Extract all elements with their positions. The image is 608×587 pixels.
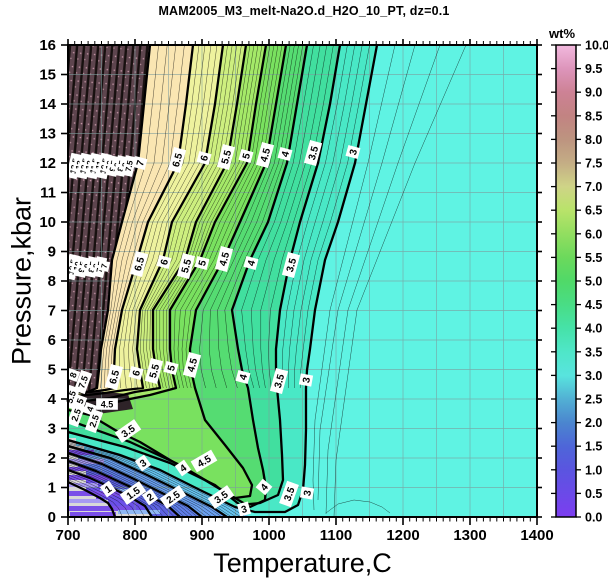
svg-text:3: 3 <box>138 458 149 470</box>
svg-text:1300: 1300 <box>453 527 486 544</box>
svg-text:16: 16 <box>39 37 56 54</box>
svg-text:10.0: 10.0 <box>585 39 608 53</box>
svg-text:15: 15 <box>39 67 56 84</box>
svg-text:6: 6 <box>199 154 211 163</box>
svg-text:5: 5 <box>75 397 86 405</box>
x-axis-label: Temperature,C <box>213 548 392 578</box>
svg-text:6.5: 6.5 <box>171 152 185 169</box>
svg-text:2: 2 <box>48 450 56 467</box>
svg-text:6.0: 6.0 <box>585 227 602 241</box>
svg-text:5: 5 <box>241 152 253 161</box>
svg-text:13: 13 <box>39 126 56 143</box>
svg-text:4.0: 4.0 <box>585 322 602 336</box>
svg-text:0: 0 <box>48 509 56 526</box>
svg-text:1.5: 1.5 <box>585 440 602 454</box>
svg-text:5: 5 <box>48 362 56 379</box>
svg-text:1400: 1400 <box>520 527 553 544</box>
plot-area <box>68 45 537 517</box>
svg-text:0.5: 0.5 <box>585 487 602 501</box>
svg-text:3: 3 <box>240 504 249 516</box>
svg-text:6: 6 <box>131 369 143 378</box>
svg-text:1: 1 <box>103 484 114 496</box>
svg-text:5.5: 5.5 <box>148 363 162 380</box>
svg-text:14: 14 <box>39 96 56 113</box>
svg-text:8: 8 <box>68 371 79 379</box>
svg-text:800: 800 <box>122 527 147 544</box>
svg-text:3.5: 3.5 <box>282 486 297 503</box>
svg-text:7.5: 7.5 <box>124 159 135 172</box>
svg-text:8.5: 8.5 <box>585 109 602 123</box>
svg-text:5.0: 5.0 <box>585 275 602 289</box>
svg-text:4: 4 <box>259 482 271 494</box>
tick-labels: 700 800 900 1000 1100 1200 1300 140001234567891… <box>39 37 553 544</box>
colorbar: 0.0 0.5 1.0 1.5 2.0 2.5 3.0 3.5 4.0 4.5 5.0 5.5 6.0 6… <box>551 39 608 525</box>
svg-text:4: 4 <box>280 150 292 159</box>
colorbar-label: wt% <box>549 26 575 41</box>
svg-text:12: 12 <box>39 155 56 172</box>
svg-text:7: 7 <box>100 262 110 269</box>
svg-text:7.5: 7.5 <box>76 374 90 389</box>
svg-text:3.5: 3.5 <box>307 145 321 162</box>
svg-text:4: 4 <box>178 463 189 475</box>
chart-title: MAM2005_M3_melt-Na2O.d_H2O_10_PT, dz=0.1 <box>158 4 450 18</box>
svg-text:3.5: 3.5 <box>285 257 299 274</box>
svg-text:4.5: 4.5 <box>585 298 602 312</box>
svg-text:6: 6 <box>159 258 171 267</box>
svg-text:3: 3 <box>302 489 314 497</box>
svg-text:1000: 1000 <box>252 527 285 544</box>
svg-text:4.5: 4.5 <box>218 251 232 268</box>
svg-text:8: 8 <box>48 273 56 290</box>
svg-text:1.0: 1.0 <box>585 463 602 477</box>
svg-text:9: 9 <box>48 244 56 261</box>
svg-text:8.0: 8.0 <box>585 133 602 147</box>
svg-text:6.5: 6.5 <box>133 256 147 273</box>
svg-text:3: 3 <box>348 148 360 157</box>
svg-text:2.5: 2.5 <box>69 407 83 422</box>
svg-text:2.5: 2.5 <box>585 393 602 407</box>
svg-text:7.5: 7.5 <box>585 157 602 171</box>
svg-text:3: 3 <box>48 421 56 438</box>
svg-text:5.5: 5.5 <box>220 149 234 166</box>
svg-text:5.5: 5.5 <box>180 258 194 275</box>
svg-text:4.5: 4.5 <box>101 399 114 409</box>
svg-text:6.5: 6.5 <box>108 369 122 386</box>
svg-text:4.5: 4.5 <box>186 357 200 374</box>
svg-text:4: 4 <box>85 405 96 413</box>
svg-text:5.5: 5.5 <box>585 251 602 265</box>
svg-text:10: 10 <box>39 214 56 231</box>
svg-text:1100: 1100 <box>320 527 353 544</box>
svg-text:7: 7 <box>135 159 147 168</box>
svg-text:0.0: 0.0 <box>585 511 602 525</box>
svg-text:3.0: 3.0 <box>585 369 602 383</box>
svg-text:5: 5 <box>166 364 178 373</box>
svg-text:7: 7 <box>48 303 56 320</box>
axis-ticks <box>61 39 542 525</box>
svg-text:4: 4 <box>238 373 250 382</box>
svg-text:1200: 1200 <box>386 527 419 544</box>
svg-text:5: 5 <box>197 259 209 268</box>
svg-text:6: 6 <box>48 332 56 349</box>
svg-text:3.5: 3.5 <box>273 373 287 390</box>
svg-text:3.5: 3.5 <box>585 345 602 359</box>
svg-text:7.0: 7.0 <box>585 180 602 194</box>
svg-text:3: 3 <box>301 376 313 384</box>
svg-text:4: 4 <box>246 259 258 268</box>
svg-text:2: 2 <box>145 492 156 504</box>
svg-text:6.5: 6.5 <box>585 204 602 218</box>
svg-text:4.5: 4.5 <box>259 147 273 164</box>
svg-text:9.5: 9.5 <box>585 62 602 76</box>
contour-labels: 76.565.554.543.5313.51312.51211.51110.51… <box>61 139 361 517</box>
svg-text:4: 4 <box>48 391 57 408</box>
svg-text:2.0: 2.0 <box>585 416 602 430</box>
svg-text:9.0: 9.0 <box>585 86 602 100</box>
svg-text:1: 1 <box>48 480 56 497</box>
svg-text:2.5: 2.5 <box>87 413 101 428</box>
svg-text:900: 900 <box>189 527 214 544</box>
svg-text:700: 700 <box>55 527 80 544</box>
svg-text:11: 11 <box>40 185 56 202</box>
